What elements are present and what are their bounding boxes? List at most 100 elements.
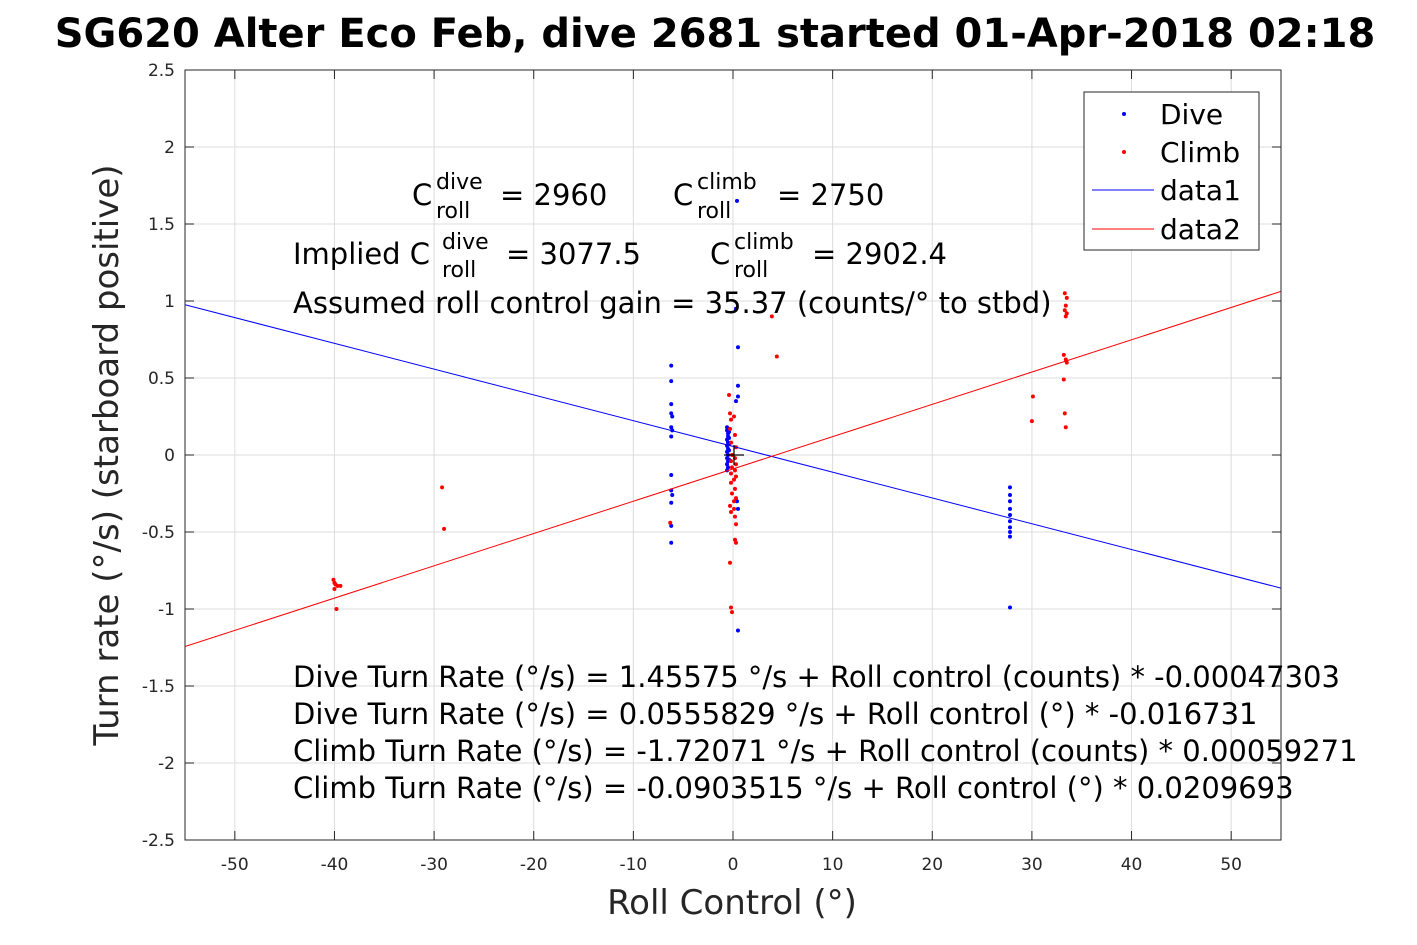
- legend-dive-label: Dive: [1160, 98, 1223, 131]
- implied-prefix: Implied C: [293, 237, 430, 271]
- implied-annotation: Implied C dive roll = 3077.5 C climb rol…: [293, 230, 947, 283]
- dive-point: [735, 383, 740, 388]
- climb-point: [729, 605, 734, 610]
- data-layer: [185, 198, 1281, 648]
- gain-annotation: Assumed roll control gain = 35.37 (count…: [293, 286, 1052, 320]
- climb-point: [728, 426, 733, 431]
- climb-point: [733, 474, 738, 479]
- y-tick-label: -0.5: [142, 523, 175, 543]
- climb-point: [1063, 314, 1068, 319]
- implied-dive-sup: dive: [442, 230, 489, 255]
- climb-point: [1062, 308, 1067, 313]
- dive-point: [733, 399, 738, 404]
- dive-point: [725, 462, 730, 467]
- climb-point: [440, 485, 445, 490]
- implied-climb-sub: roll: [734, 258, 768, 283]
- c-roll-climb-sup: climb: [697, 170, 757, 195]
- fit-equations: Dive Turn Rate (°/s) = 1.45575 °/s + Rol…: [293, 660, 1358, 805]
- c-roll-dive-base: C: [412, 178, 432, 212]
- legend-climb-label: Climb: [1160, 136, 1240, 169]
- climb-point: [442, 526, 447, 531]
- x-tick-label: 0: [728, 855, 739, 875]
- y-tick-label: -2.5: [142, 831, 175, 851]
- dive-point: [1007, 506, 1012, 511]
- legend-dive-marker: [1122, 112, 1126, 116]
- y-tick-label: 0: [164, 446, 175, 466]
- c-roll-climb-sub: roll: [697, 199, 731, 224]
- implied-climb-sup: climb: [734, 230, 794, 255]
- climb-point: [668, 520, 673, 525]
- climb-point: [731, 499, 736, 504]
- dive-point: [735, 506, 740, 511]
- dive-point: [734, 198, 739, 203]
- dive-point: [1007, 530, 1012, 534]
- dive-point: [735, 394, 740, 399]
- climb-point: [1029, 419, 1034, 424]
- climb-point: [332, 586, 337, 591]
- x-tick-label: -10: [619, 855, 647, 875]
- climb-point: [1064, 360, 1069, 365]
- climb-point: [769, 314, 774, 319]
- climb-point: [732, 432, 737, 437]
- legend-climb-marker: [1122, 150, 1126, 154]
- dive-point: [1007, 525, 1012, 530]
- climb-point: [1063, 425, 1068, 430]
- climb-point: [727, 392, 732, 397]
- dive-point: [669, 402, 674, 407]
- x-tick-label: 20: [921, 855, 943, 875]
- climb-point: [732, 486, 737, 491]
- dive-point: [725, 425, 730, 430]
- x-tick-label: -20: [520, 855, 548, 875]
- implied-climb-base: C: [710, 237, 730, 271]
- climb-point: [733, 462, 738, 467]
- implied-dive-sub: roll: [442, 258, 476, 283]
- fit-equation-2: Dive Turn Rate (°/s) = 0.0555829 °/s + R…: [293, 697, 1258, 731]
- x-axis-label: Roll Control (°): [607, 883, 857, 923]
- dive-point: [726, 465, 731, 470]
- climb-point: [730, 610, 735, 615]
- climb-point: [729, 509, 734, 514]
- data1-fit-line: [185, 304, 1281, 589]
- x-tick-label: -30: [420, 855, 448, 875]
- dive-point: [734, 499, 739, 504]
- dive-point: [1007, 485, 1012, 490]
- legend-data2-label: data2: [1160, 213, 1241, 246]
- dive-point: [735, 345, 740, 350]
- c-roll-annotation: C dive roll = 2960 C climb roll = 2750: [412, 170, 884, 224]
- climb-point: [729, 471, 734, 476]
- dive-point: [733, 306, 738, 311]
- climb-point: [729, 417, 734, 422]
- climb-point: [729, 459, 734, 464]
- fit-equation-4: Climb Turn Rate (°/s) = -0.0903515 °/s +…: [293, 771, 1294, 805]
- chart-title: SG620 Alter Eco Feb, dive 2681 started 0…: [55, 11, 1376, 57]
- y-tick-label: 1: [164, 292, 175, 312]
- c-roll-dive-sup: dive: [436, 170, 483, 195]
- climb-point: [731, 506, 736, 511]
- dive-point: [1007, 534, 1012, 539]
- origin-marker: [724, 445, 744, 465]
- y-tick-label: 0.5: [148, 369, 175, 389]
- dive-point: [1007, 605, 1012, 610]
- legend-box: [1083, 91, 1260, 251]
- data2-fit-line: [185, 290, 1281, 648]
- climb-point: [1062, 411, 1067, 416]
- x-axis-ticks: -50 -40 -30 -20 -10 0 10 20 30 40 50: [221, 70, 1242, 875]
- climb-point: [1062, 291, 1067, 296]
- climb-points: [331, 291, 1069, 615]
- c-roll-climb-base: C: [673, 178, 693, 212]
- climb-point: [774, 354, 779, 359]
- climb-point: [733, 540, 738, 545]
- climb-point: [1030, 394, 1035, 399]
- axes-frame: [184, 69, 1282, 841]
- climb-point: [730, 465, 735, 470]
- dive-point: [727, 448, 732, 453]
- climb-point: [729, 480, 734, 485]
- climb-point: [1064, 311, 1069, 316]
- c-roll-dive-sub: roll: [436, 199, 470, 224]
- legend-data1-label: data1: [1160, 174, 1241, 207]
- climb-point: [730, 491, 735, 496]
- x-tick-label: 40: [1121, 855, 1143, 875]
- climb-point: [331, 577, 336, 582]
- climb-point: [728, 560, 733, 565]
- climb-point: [732, 537, 737, 542]
